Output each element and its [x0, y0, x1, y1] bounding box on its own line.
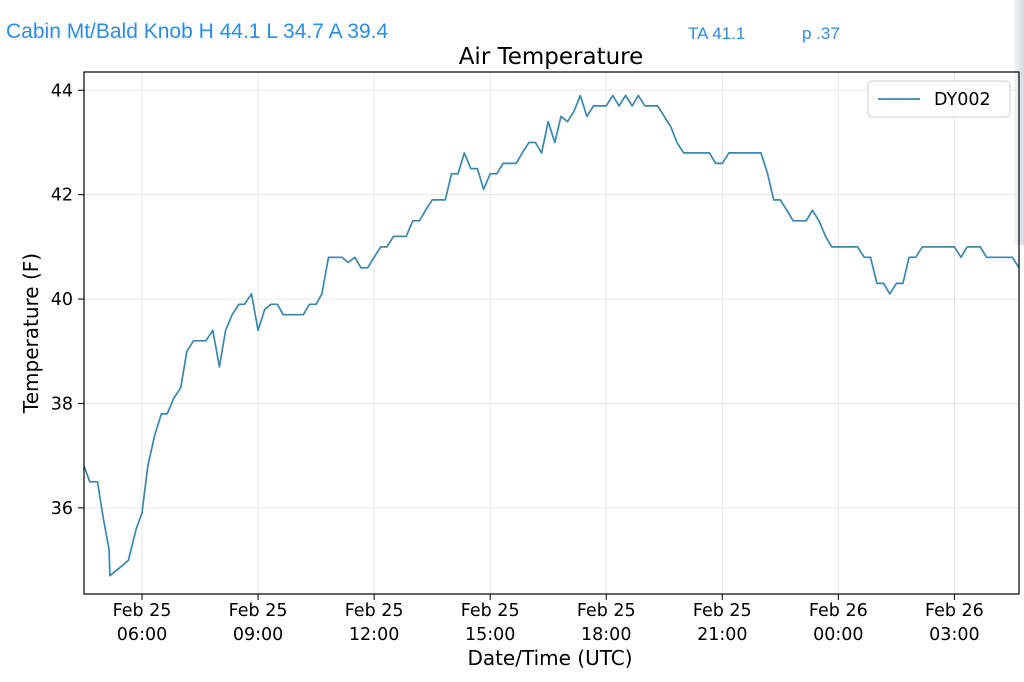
y-axis-label: Temperature (F) — [19, 253, 43, 414]
x-tick-label-date: Feb 25 — [693, 601, 752, 621]
x-tick-label-date: Feb 25 — [461, 601, 520, 621]
x-tick-label-time: 06:00 — [117, 625, 167, 645]
x-tick-label-time: 03:00 — [929, 625, 979, 645]
plot-frame — [83, 71, 1020, 595]
x-tick-label-date: Feb 26 — [925, 601, 984, 621]
x-tick-label-time: 00:00 — [813, 625, 863, 645]
series-layer — [83, 94, 1020, 577]
station-summary-header: Cabin Mt/Bald Knob H 44.1 L 34.7 A 39.4 — [6, 20, 389, 43]
y-tick-label: 38 — [51, 394, 73, 414]
y-tick-label: 40 — [51, 290, 73, 310]
x-tick-label-date: Feb 25 — [113, 601, 172, 621]
y-tick-label: 44 — [51, 81, 73, 101]
legend-box — [867, 80, 1011, 118]
x-axis-ticks: Feb 25 06:00 Feb 25 09:00 Feb 25 12:00 Feb 25 1… — [113, 594, 984, 645]
x-tick-label-time: 18:00 — [581, 625, 631, 645]
x-tick-label-date: Feb 25 — [345, 601, 404, 621]
x-tick-label-date: Feb 26 — [809, 601, 868, 621]
p-readout: p .37 — [802, 24, 840, 43]
x-tick-label-time: 15:00 — [465, 625, 515, 645]
legend: DY002 — [867, 80, 1011, 118]
y-tick-label: 36 — [51, 499, 73, 519]
legend-label-dy002: DY002 — [934, 90, 991, 110]
x-tick-label-date: Feb 25 — [577, 601, 636, 621]
series-line-dy002 — [83, 94, 1020, 577]
grid-lines — [84, 72, 1019, 594]
x-axis-label: Date/Time (UTC) — [467, 646, 632, 670]
x-tick-label-time: 21:00 — [697, 625, 747, 645]
x-tick-label-time: 09:00 — [233, 625, 283, 645]
y-axis-ticks: 36 38 40 42 44 — [51, 81, 84, 519]
ta-readout: TA 41.1 — [688, 24, 746, 43]
x-tick-label-date: Feb 25 — [229, 601, 288, 621]
y-tick-label: 42 — [51, 186, 73, 206]
x-tick-label-time: 12:00 — [349, 625, 399, 645]
chart-title: Air Temperature — [459, 44, 644, 70]
